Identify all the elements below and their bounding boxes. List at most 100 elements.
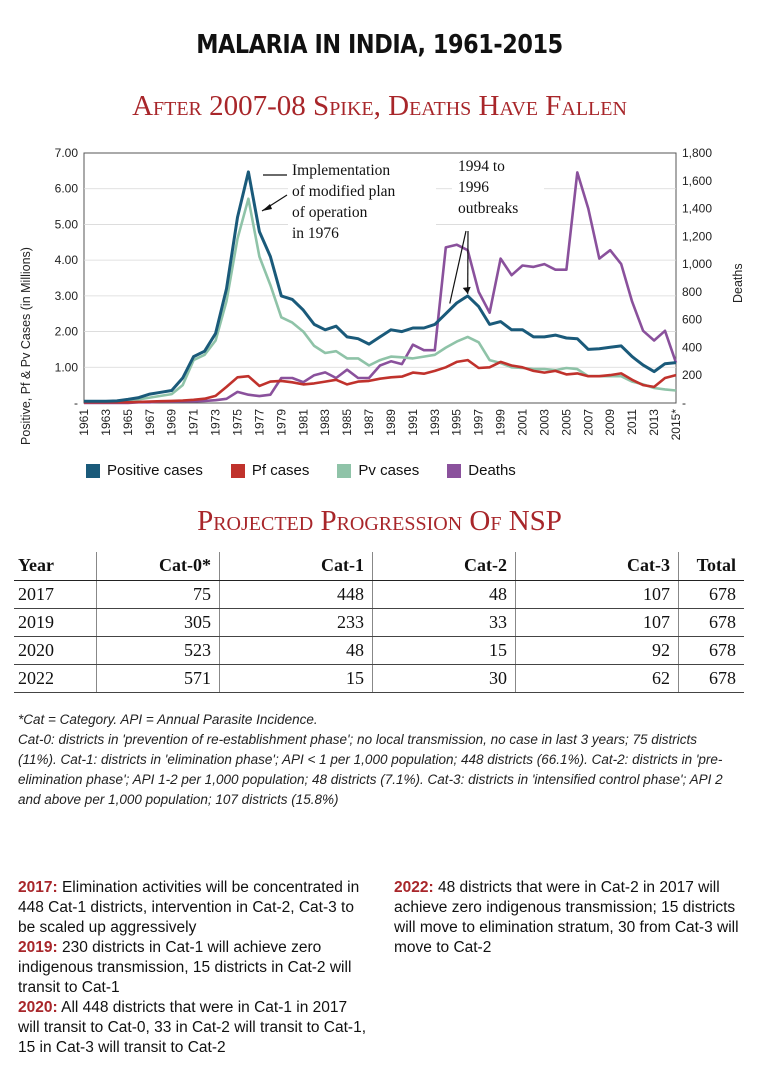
timeline-text-2019: 230 districts in Cat-1 will achieve zero…: [18, 939, 352, 996]
x-tick-label: 1973: [209, 409, 223, 436]
y2-tick-label: 800: [682, 285, 702, 299]
y2-tick-label: 1,600: [682, 174, 712, 188]
annotation-1994-pointer: [449, 230, 467, 304]
year-label-2019: 2019:: [18, 939, 58, 956]
y-tick-label: -: [74, 396, 78, 410]
timeline-2022: 2022: 48 districts that were in Cat-2 in…: [394, 878, 744, 958]
table-cell: 2020: [14, 636, 97, 665]
y2-tick-label: 1,400: [682, 202, 712, 216]
table-header: Total: [678, 552, 744, 581]
x-tick-label: 1985: [340, 409, 354, 436]
table-header: Year: [14, 552, 97, 581]
timeline-2017: 2017: Elimination activities will be con…: [18, 878, 368, 938]
table-cell: 92: [515, 636, 679, 665]
table-row: 2019 305 233 33 107 678: [14, 608, 744, 637]
x-tick-label: 2011: [625, 409, 639, 435]
plot-frame: [83, 152, 677, 404]
legend-item-positive: Positive cases: [86, 462, 203, 479]
footnote-categories: Cat-0: districts in 'prevention of re-es…: [18, 732, 723, 807]
table-cell: 75: [96, 580, 220, 609]
table-cell: 678: [678, 608, 744, 637]
timeline-text-2022: 48 districts that were in Cat-2 in 2017 …: [394, 879, 739, 956]
y2-tick-label: 1,200: [682, 229, 712, 243]
year-label-2022: 2022:: [394, 879, 434, 896]
y2-axis-label: Deaths: [731, 263, 745, 303]
table-cell: 48: [219, 636, 373, 665]
x-tick-label: 1965: [121, 409, 135, 436]
table-cell: 678: [678, 580, 744, 609]
legend-swatch-pf: [230, 463, 245, 478]
legend-swatch-deaths: [447, 463, 462, 478]
x-tick-label: 2007: [581, 409, 595, 436]
x-tick-label: 1993: [428, 409, 442, 436]
table-cell: 15: [372, 636, 516, 665]
y2-tick-label: 400: [682, 340, 702, 354]
y-tick-label: 1.00: [55, 360, 79, 374]
y2-tick-label: -: [682, 396, 686, 410]
table-row: 2020 523 48 15 92 678: [14, 636, 744, 665]
timeline-text-2020: All 448 districts that were in Cat-1 in …: [18, 999, 367, 1056]
x-tick-label: 2001: [516, 409, 530, 436]
timeline-2019: 2019: 230 districts in Cat-1 will achiev…: [18, 938, 368, 998]
table-cell: 2022: [14, 664, 97, 693]
table-cell: 571: [96, 664, 220, 693]
annotation-1976: in 1976: [292, 225, 339, 242]
x-tick-label: 1991: [406, 409, 420, 436]
footnote-abbreviations: *Cat = Category. API = Annual Parasite I…: [18, 712, 318, 727]
table-cell: 30: [372, 664, 516, 693]
table-cell: 62: [515, 664, 679, 693]
timeline-left-column: 2017: Elimination activities will be con…: [18, 878, 368, 1058]
legend-label-pf: Pf cases: [251, 462, 310, 479]
y-tick-label: 2.00: [55, 325, 79, 339]
annotation-1994-1996: 1996: [458, 179, 489, 196]
x-tick-label: 2005: [559, 409, 573, 436]
y-tick-label: 7.00: [55, 146, 79, 160]
annotation-1994-1996: outbreaks: [458, 200, 518, 217]
y-tick-label: 3.00: [55, 289, 79, 303]
table-cell: 48: [372, 580, 516, 609]
nsp-table: Year Cat-0* Cat-1 Cat-2 Cat-3 Total 2017…: [14, 552, 744, 693]
legend-swatch-positive: [86, 463, 100, 478]
table-header-row: Year Cat-0* Cat-1 Cat-2 Cat-3 Total: [14, 552, 744, 581]
y-axis-label: Positive, Pf & Pv Cases (in Millions): [19, 247, 33, 445]
annotation-1976: of operation: [292, 204, 368, 221]
y2-tick-label: 200: [682, 368, 702, 382]
legend-label-positive: Positive cases: [107, 462, 203, 479]
table-cell: 305: [96, 608, 220, 637]
timeline-right-column: 2022: 48 districts that were in Cat-2 in…: [394, 878, 744, 958]
table-cell: 2017: [14, 580, 97, 609]
year-label-2017: 2017:: [18, 879, 58, 896]
x-tick-label: 1995: [450, 409, 464, 436]
table-cell: 107: [515, 580, 679, 609]
table-cell: 448: [219, 580, 373, 609]
legend-swatch-pv: [337, 463, 352, 478]
table-row: 2022 571 15 30 62 678: [14, 664, 744, 693]
x-tick-label: 2013: [647, 409, 661, 436]
x-tick-label: 1971: [187, 409, 201, 436]
legend-label-pv: Pv cases: [358, 462, 420, 479]
x-tick-label: 2015*: [669, 409, 683, 441]
y2-tick-label: 600: [682, 313, 702, 327]
x-tick-label: 2003: [537, 409, 551, 436]
table-cell: 15: [219, 664, 373, 693]
x-tick-label: 1969: [165, 409, 179, 436]
table-cell: 523: [96, 636, 220, 665]
table-header: Cat-2: [372, 552, 516, 581]
legend-item-deaths: Deaths: [447, 462, 516, 479]
table-cell: 678: [678, 664, 744, 693]
legend-item-pv: Pv cases: [337, 462, 419, 479]
y-tick-label: 6.00: [55, 182, 79, 196]
x-tick-label: 1979: [274, 409, 288, 436]
y2-tick-label: 1,000: [682, 257, 712, 271]
x-tick-label: 1981: [296, 409, 310, 436]
table-title: Projected Progression Of NSP: [197, 505, 562, 537]
malaria-chart: - 1.00 2.00 3.00 4.00 5.00 6.00 7.00 - 200 400 600…: [19, 146, 745, 445]
timeline-text-2017: Elimination activities will be concentra…: [18, 879, 360, 936]
x-tick-label: 1961: [77, 409, 91, 436]
y-tick-label: 5.00: [55, 217, 79, 231]
legend-label-deaths: Deaths: [468, 462, 516, 479]
x-tick-label: 1997: [472, 409, 486, 436]
table-row: 2017 75 448 48 107 678: [14, 580, 744, 609]
x-tick-label: 1987: [362, 409, 376, 436]
year-label-2020: 2020:: [18, 999, 58, 1016]
